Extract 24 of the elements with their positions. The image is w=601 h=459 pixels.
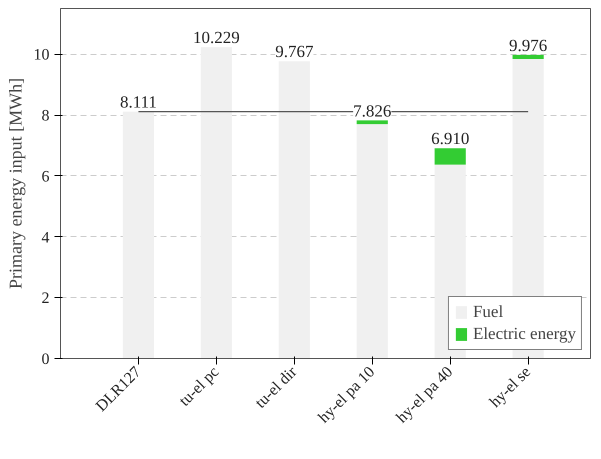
total-label: 6.910 bbox=[431, 129, 470, 148]
legend-label: Fuel bbox=[472, 302, 504, 322]
total-label: 9.767 bbox=[275, 42, 314, 62]
bar bbox=[356, 120, 388, 124]
total-label: 10.229 bbox=[193, 28, 240, 48]
y-tick-label: 4 bbox=[42, 229, 50, 246]
y-tick-label: 10 bbox=[34, 46, 50, 64]
x-tick-label: tu-el dir bbox=[252, 363, 301, 412]
bar bbox=[278, 61, 310, 358]
total-label: 7.826 bbox=[353, 101, 392, 120]
x-tick-label: tu-el pc bbox=[176, 363, 222, 410]
bar bbox=[122, 112, 154, 358]
y-axis-title: Primary energy input [MWh] bbox=[6, 78, 26, 290]
total-label: 8.111 bbox=[120, 92, 157, 112]
y-tick-label: 0 bbox=[42, 351, 50, 368]
bar bbox=[512, 54, 544, 60]
total-label: 9.976 bbox=[509, 36, 548, 55]
bar bbox=[356, 124, 388, 358]
legend-label: Electric energy bbox=[472, 324, 576, 344]
bar bbox=[200, 47, 232, 358]
y-tick-label: 8 bbox=[42, 108, 50, 125]
y-tick-label: 6 bbox=[42, 168, 50, 186]
bar bbox=[434, 148, 466, 165]
y-tick-label: 2 bbox=[42, 290, 50, 308]
